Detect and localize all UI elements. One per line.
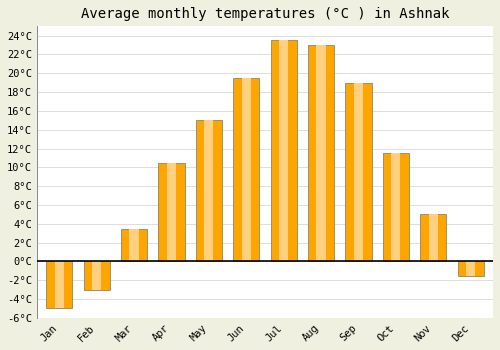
- Title: Average monthly temperatures (°C ) in Ashnak: Average monthly temperatures (°C ) in As…: [80, 7, 449, 21]
- Bar: [420, 215, 446, 261]
- Bar: [308, 45, 334, 261]
- Bar: [130, 229, 138, 261]
- Bar: [92, 261, 101, 290]
- Bar: [46, 261, 72, 308]
- Bar: [121, 229, 147, 261]
- Bar: [158, 163, 184, 261]
- Bar: [270, 40, 296, 261]
- Bar: [428, 215, 438, 261]
- Bar: [382, 153, 409, 261]
- Bar: [346, 83, 372, 261]
- Bar: [391, 153, 400, 261]
- Bar: [354, 83, 363, 261]
- Bar: [316, 45, 326, 261]
- Bar: [54, 261, 64, 308]
- Bar: [279, 40, 288, 261]
- Bar: [196, 120, 222, 261]
- Bar: [242, 78, 251, 261]
- Bar: [458, 261, 483, 275]
- Bar: [466, 261, 475, 275]
- Bar: [204, 120, 214, 261]
- Bar: [233, 78, 260, 261]
- Bar: [84, 261, 110, 290]
- Bar: [167, 163, 176, 261]
